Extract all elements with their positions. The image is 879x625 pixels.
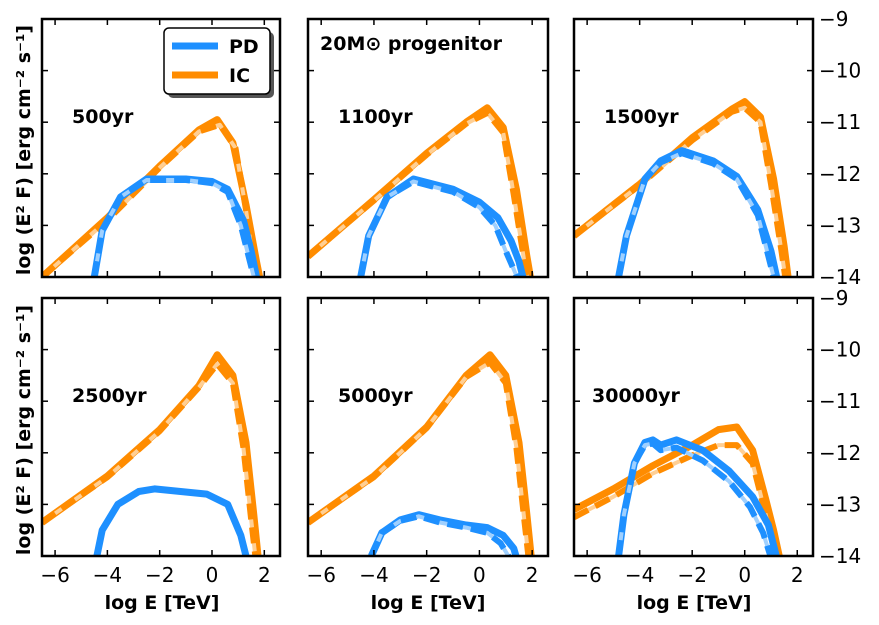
panel-2500yr: −6 −4 −2 0 2 2500yr [40,296,282,587]
panel-frame-1100yr [306,17,550,279]
x-tick-label-30000yr-3: 0 [738,563,751,587]
ic-light-line-1500yr [574,105,788,277]
pd-dashed-line-1100yr [357,178,521,277]
y-tick-label-30000yr-2: −11 [819,389,861,413]
panels-group: 500yr 1100yr −9 −10 −11 −12 −13 −14 1500yr −6 −4 −2… [40,7,861,587]
ic-dashed-line-5000yr [308,359,532,556]
x-tick-label-2500yr-1: −4 [93,563,122,587]
x-tick-label-5000yr-3: 0 [473,563,486,587]
ic-dashed-line-30000yr [574,442,780,556]
ic-dashed-line-500yr [42,121,260,277]
panel-frame-1500yr [572,17,815,279]
x-axis-label-left: log E [TeV] [105,592,220,614]
pd-dashed-line-1500yr [615,150,777,277]
panel-500yr-series [42,116,264,277]
x-tick-label-30000yr-4: 2 [791,563,804,587]
x-tick-label-30000yr-0: −6 [572,563,601,587]
ic-light-line-1100yr [308,110,530,277]
ic-dashed-line-1100yr [308,109,531,277]
panel-age-label-500yr: 500yr [72,106,134,128]
panel-1500yr-series [574,98,792,277]
ic-line-1100yr [308,104,534,277]
ic-light-line-500yr [42,122,259,277]
panel-30000yr: −6 −4 −2 0 2 −9 −10 −11 −12 −13 −14 30000yr [572,286,861,587]
y-tick-label-30000yr-0: −9 [819,286,848,310]
ic-dashed-line-1500yr [574,104,789,277]
x-tick-label-2500yr-4: 2 [258,563,271,587]
progenitor-annotation: 20M⊙ progenitor [320,33,503,55]
y-tick-label-30000yr-3: −12 [819,441,861,465]
y-axis-label-top: log (E² F) [erg cm⁻² s⁻¹] [13,25,35,275]
pd-light-line-1500yr [616,151,776,277]
legend-pd-label: PD [229,36,259,58]
pd-dashed-line-30000yr [615,440,774,556]
y-tick-label-1500yr-3: −12 [819,162,861,186]
y-tick-label-30000yr-5: −14 [819,544,861,568]
y-tick-label-1500yr-4: −13 [819,213,861,237]
y-tick-label-30000yr-1: −10 [819,338,861,362]
x-tick-label-5000yr-0: −6 [306,563,335,587]
ic-line-1500yr [574,98,792,277]
legend: PD IC [163,27,274,98]
x-tick-label-5000yr-2: −2 [412,563,441,587]
panel-frame-30000yr [572,296,815,558]
y-tick-label-1500yr-2: −11 [819,110,861,134]
y-tick-label-30000yr-4: −13 [819,492,861,516]
legend-ic-label: IC [229,65,250,87]
x-tick-label-2500yr-0: −6 [40,563,69,587]
x-axis-label-right: log E [TeV] [637,592,752,614]
x-tick-label-5000yr-1: −4 [359,563,388,587]
ic-line-500yr [42,116,264,277]
x-tick-label-5000yr-4: 2 [526,563,539,587]
panel-age-label-30000yr: 30000yr [592,385,680,407]
y-tick-label-1500yr-5: −14 [819,265,861,289]
x-tick-label-2500yr-3: 0 [206,563,219,587]
y-axis-label-bottom: log (E² F) [erg cm⁻² s⁻¹] [13,305,35,555]
x-axis-label-middle: log E [TeV] [371,592,486,614]
panel-1100yr: 1100yr [306,17,550,279]
panel-age-label-1100yr: 1100yr [338,106,413,128]
x-tick-label-30000yr-2: −2 [677,563,706,587]
panel-5000yr: −6 −4 −2 0 2 5000yr [306,296,550,587]
panel-2500yr-series [42,351,262,556]
panel-age-label-5000yr: 5000yr [338,385,413,407]
pd-line-2500yr [93,485,250,556]
panel-1100yr-series [308,104,534,277]
panel-frame-5000yr [306,296,550,558]
panel-age-label-2500yr: 2500yr [72,385,147,407]
panel-frame-2500yr [40,296,282,558]
ic-dashed-line-2500yr [42,361,259,556]
panel-frame-500yr [40,17,282,279]
panel-500yr: 500yr [40,17,282,279]
panel-1500yr: −9 −10 −11 −12 −13 −14 1500yr [572,7,861,289]
panel-5000yr-series [308,351,535,556]
x-tick-label-2500yr-2: −2 [145,563,174,587]
panel-age-label-1500yr: 1500yr [604,106,679,128]
pd-line-500yr [90,175,260,277]
pd-dashed-line-5000yr [368,513,512,556]
x-tick-label-30000yr-1: −4 [625,563,654,587]
pd-line-1500yr [615,147,781,277]
y-tick-label-1500yr-1: −10 [819,59,861,83]
pd-dashed-line-500yr [91,177,257,277]
panel-30000yr-series [574,423,783,556]
y-tick-label-1500yr-0: −9 [819,7,848,31]
